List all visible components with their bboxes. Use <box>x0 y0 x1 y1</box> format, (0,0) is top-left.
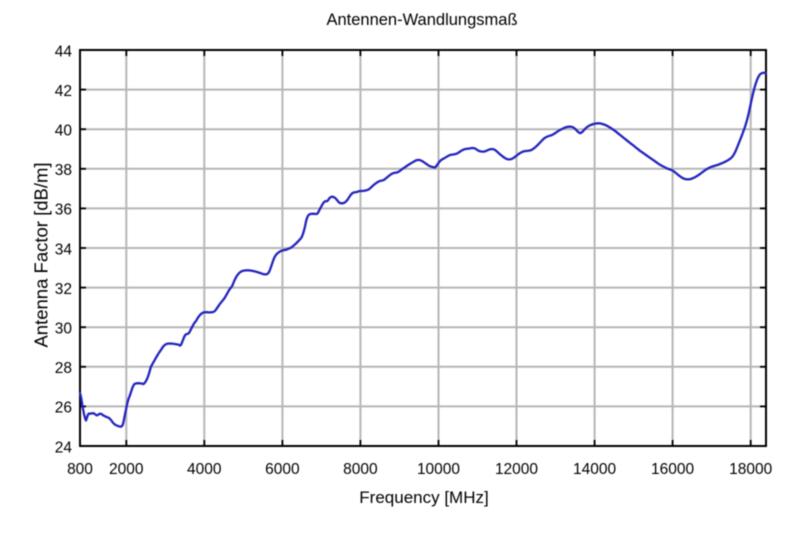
svg-text:Antennen-Wandlungsmaß: Antennen-Wandlungsmaß <box>326 11 517 29</box>
svg-text:800: 800 <box>67 461 93 478</box>
svg-text:34: 34 <box>55 241 73 258</box>
svg-text:4000: 4000 <box>187 461 222 478</box>
svg-text:18000: 18000 <box>729 461 772 478</box>
svg-text:Frequency [MHz]: Frequency [MHz] <box>359 488 488 507</box>
svg-text:30: 30 <box>55 321 73 338</box>
svg-text:8000: 8000 <box>343 461 378 478</box>
svg-text:24: 24 <box>55 439 73 456</box>
svg-text:36: 36 <box>55 202 72 219</box>
svg-text:44: 44 <box>55 43 73 60</box>
svg-text:40: 40 <box>55 123 73 140</box>
svg-text:2000: 2000 <box>109 461 144 478</box>
svg-text:14000: 14000 <box>573 461 616 478</box>
svg-text:Antenna Factor [dB/m]: Antenna Factor [dB/m] <box>31 162 52 347</box>
svg-text:28: 28 <box>55 360 72 377</box>
svg-text:6000: 6000 <box>265 461 300 478</box>
svg-text:10000: 10000 <box>417 461 460 478</box>
svg-text:42: 42 <box>55 83 72 100</box>
svg-text:38: 38 <box>55 162 72 179</box>
svg-text:26: 26 <box>55 400 72 417</box>
svg-text:12000: 12000 <box>495 461 538 478</box>
svg-text:32: 32 <box>55 281 72 298</box>
svg-text:16000: 16000 <box>651 461 694 478</box>
